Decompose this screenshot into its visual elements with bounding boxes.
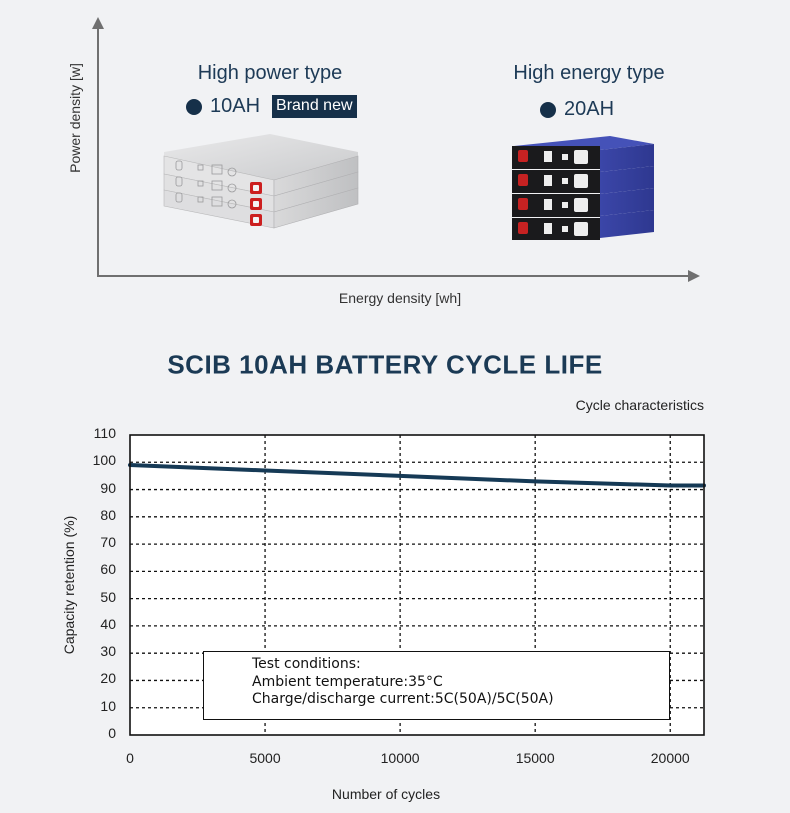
capacity-retention-line (128, 463, 706, 488)
y-tick-label: 80 (100, 506, 116, 523)
y-tick-label: 50 (100, 588, 116, 605)
high-power-title: High power type (197, 62, 343, 84)
high-power-capacity: 10AH (210, 95, 261, 117)
y-tick-label: 70 (100, 534, 116, 551)
bullet-dot-icon (186, 98, 202, 115)
ambient-temperature-line: Ambient temperature:35°C (252, 673, 443, 690)
arrow-right-icon (688, 270, 700, 282)
y-tick-label: 40 (100, 615, 116, 632)
silver-battery-stack-image (163, 134, 359, 229)
y-tick-label: 10 (100, 697, 116, 714)
x-tick-label: 15000 (515, 750, 555, 766)
y-axis-label: Capacity retention (%) (61, 515, 77, 655)
high-power-capacity-row: 10AH Brand new (186, 95, 357, 118)
y-tick-label: 20 (100, 670, 116, 687)
y-tick-label: 110 (93, 425, 116, 441)
x-axis-label: Energy density [wh] (338, 290, 462, 306)
high-energy-capacity-row: 20AH (540, 98, 614, 121)
energy-power-diagram: Power density [w] Energy density [wh] Hi… (0, 0, 790, 320)
y-tick-label: 90 (100, 479, 116, 496)
high-energy-capacity: 20AH (564, 98, 615, 120)
charge-current-line: Charge/discharge current:5C(50A)/5C(50A) (252, 691, 554, 707)
x-tick-label: 0 (126, 750, 134, 766)
y-tick-label: 0 (108, 725, 116, 741)
x-tick-label: 5000 (249, 750, 281, 766)
chart-subtitle: Cycle characteristics (575, 397, 704, 413)
x-tick-label: 10000 (380, 750, 420, 766)
y-tick-label: 60 (100, 561, 116, 578)
blue-battery-stack-image (512, 136, 654, 240)
arrow-up-icon (92, 17, 104, 29)
diagram-axes (92, 17, 700, 282)
x-axis-label: Number of cycles (331, 786, 441, 802)
test-conditions-box: Test conditions: Ambient temperature:35°… (203, 651, 670, 720)
bullet-dot-icon (540, 101, 556, 118)
y-tick-label: 100 (92, 452, 116, 469)
plot-frame (129, 434, 705, 736)
test-conditions-line: Test conditions: (252, 656, 361, 672)
brand-new-badge: Brand new (272, 95, 357, 118)
chart-title: SCIB 10AH BATTERY CYCLE LIFE (167, 349, 603, 380)
y-tick-label: 30 (100, 643, 116, 660)
high-energy-title: High energy type (513, 62, 665, 84)
x-tick-label: 20000 (650, 750, 690, 766)
